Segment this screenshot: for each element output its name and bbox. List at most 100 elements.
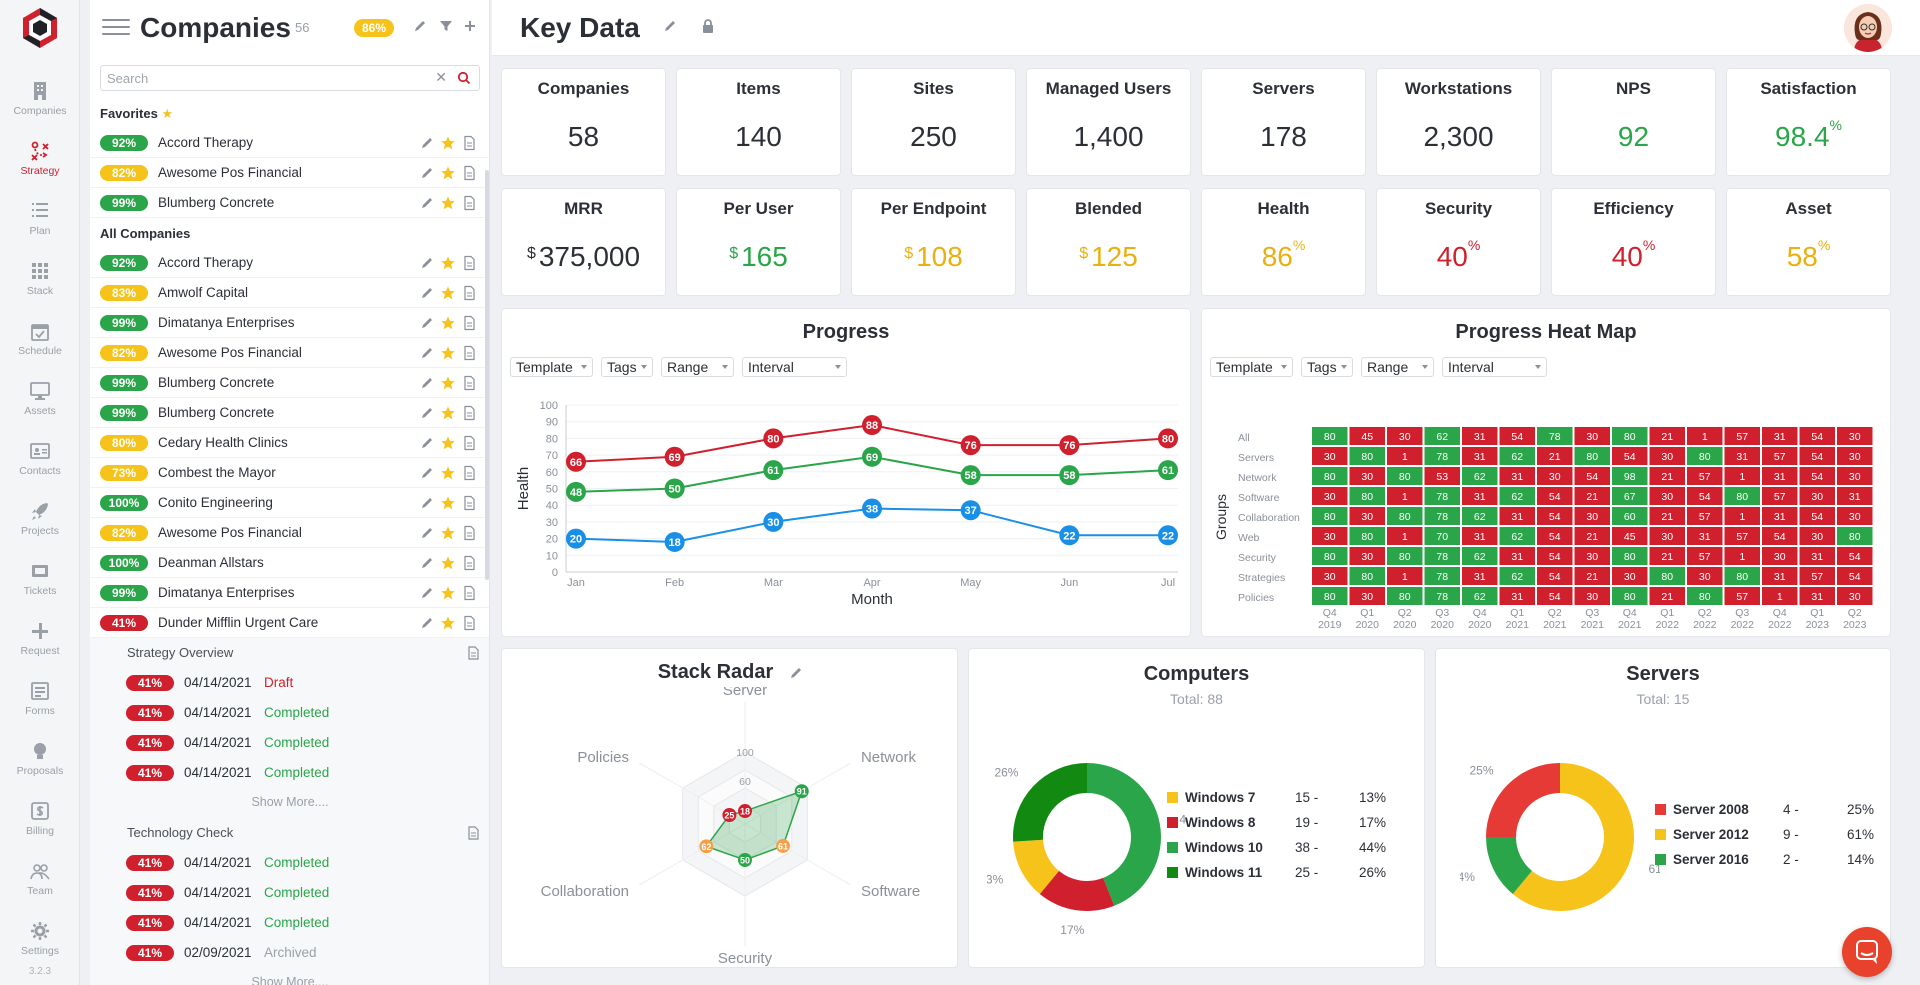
heatmap-cell[interactable]: [1574, 447, 1611, 465]
heatmap-cell[interactable]: [1537, 507, 1573, 525]
heatmap-cell[interactable]: [1462, 487, 1498, 505]
assessment-row[interactable]: 41% 04/14/2021 Completed: [90, 908, 489, 938]
heatmap-cell[interactable]: [1687, 507, 1723, 525]
heatmap-cell[interactable]: [1762, 527, 1798, 545]
company-name[interactable]: Blumberg Concrete: [158, 195, 275, 210]
assessment-status[interactable]: Completed: [264, 765, 330, 780]
assessment-status[interactable]: Completed: [264, 915, 330, 930]
document-icon[interactable]: [461, 165, 477, 181]
nav-item-stack[interactable]: Stack: [0, 260, 80, 297]
heatmap-cell[interactable]: [1799, 547, 1836, 565]
heatmap-cell[interactable]: [1387, 507, 1423, 525]
heatmap-cell[interactable]: [1424, 427, 1461, 445]
heatmap-cell[interactable]: [1799, 467, 1836, 485]
interval-dropdown[interactable]: Interval: [742, 357, 847, 377]
stat-card-per-endpoint[interactable]: Per Endpoint $108: [851, 188, 1016, 296]
heatmap-cell[interactable]: [1724, 487, 1761, 505]
heatmap-cell[interactable]: [1837, 447, 1873, 465]
heatmap-cell[interactable]: [1612, 467, 1648, 485]
company-row[interactable]: 83% Amwolf Capital: [90, 278, 489, 308]
heatmap-cell[interactable]: [1312, 427, 1348, 445]
heatmap-cell[interactable]: [1387, 467, 1423, 485]
donut-slice[interactable]: [1039, 870, 1115, 911]
nav-item-contacts[interactable]: Contacts: [0, 440, 80, 477]
heatmap-cell[interactable]: [1724, 587, 1761, 605]
nav-item-companies[interactable]: Companies: [0, 80, 80, 117]
heatmap-cell[interactable]: [1462, 427, 1498, 445]
radar-point[interactable]: [794, 784, 809, 799]
data-point[interactable]: [1158, 525, 1178, 546]
heatmap-cell[interactable]: [1387, 547, 1423, 565]
nav-item-strategy[interactable]: Strategy: [0, 140, 80, 177]
heatmap-cell[interactable]: [1537, 487, 1573, 505]
edit-icon[interactable]: [419, 135, 435, 151]
edit-icon[interactable]: [419, 195, 435, 211]
company-name[interactable]: Blumberg Concrete: [158, 375, 275, 390]
heatmap-cell[interactable]: [1574, 487, 1611, 505]
document-icon[interactable]: [461, 255, 477, 271]
data-point[interactable]: [960, 500, 981, 521]
heatmap-cell[interactable]: [1649, 587, 1686, 605]
heatmap-cell[interactable]: [1612, 527, 1648, 545]
heatmap-cell[interactable]: [1424, 487, 1461, 505]
heatmap-cell[interactable]: [1312, 467, 1348, 485]
heatmap-cell[interactable]: [1349, 467, 1386, 485]
heatmap-cell[interactable]: [1687, 447, 1723, 465]
heatmap-cell[interactable]: [1462, 467, 1498, 485]
search-input[interactable]: [101, 66, 421, 90]
heatmap-cell[interactable]: [1349, 487, 1386, 505]
heatmap-cell[interactable]: [1724, 467, 1761, 485]
heatmap-cell[interactable]: [1799, 487, 1836, 505]
edit-icon[interactable]: [419, 345, 435, 361]
document-icon[interactable]: [461, 615, 477, 631]
radar-point[interactable]: [699, 839, 714, 854]
heatmap-cell[interactable]: [1537, 547, 1573, 565]
show-more-link[interactable]: Show More....: [251, 795, 329, 809]
assessment-row[interactable]: 41% 04/14/2021 Completed: [90, 848, 489, 878]
assessment-row[interactable]: 41% 04/14/2021 Draft: [90, 668, 489, 698]
data-point[interactable]: [566, 481, 586, 502]
nav-item-settings[interactable]: Settings: [0, 920, 80, 957]
heatmap-cell[interactable]: [1499, 587, 1536, 605]
heatmap-cell[interactable]: [1612, 547, 1648, 565]
company-name[interactable]: Accord Therapy: [158, 135, 254, 150]
heatmap-cell[interactable]: [1387, 487, 1423, 505]
star-icon[interactable]: [440, 375, 456, 391]
radar-point[interactable]: [738, 804, 752, 819]
stat-card-servers[interactable]: Servers 178: [1201, 68, 1366, 176]
heatmap-cell[interactable]: [1799, 427, 1836, 445]
heatmap-cell[interactable]: [1537, 427, 1573, 445]
interval-dropdown[interactable]: Interval: [1442, 357, 1547, 377]
heatmap-cell[interactable]: [1837, 547, 1873, 565]
nav-item-team[interactable]: Team: [0, 860, 80, 897]
heatmap-cell[interactable]: [1687, 547, 1723, 565]
document-icon[interactable]: [461, 375, 477, 391]
heatmap-cell[interactable]: [1349, 587, 1386, 605]
heatmap-cell[interactable]: [1649, 487, 1686, 505]
heatmap-cell[interactable]: [1424, 527, 1461, 545]
star-icon[interactable]: [440, 135, 456, 151]
data-point[interactable]: [1059, 435, 1080, 456]
document-icon[interactable]: [461, 195, 477, 211]
edit-icon[interactable]: [412, 18, 428, 34]
heatmap-cell[interactable]: [1312, 507, 1348, 525]
star-icon[interactable]: [440, 615, 456, 631]
data-point[interactable]: [1158, 428, 1178, 449]
heatmap-cell[interactable]: [1387, 567, 1423, 585]
clear-icon[interactable]: ✕: [435, 69, 447, 85]
edit-icon[interactable]: [419, 525, 435, 541]
assessment-status[interactable]: Completed: [264, 855, 330, 870]
stat-card-asset[interactable]: Asset 58%: [1726, 188, 1891, 296]
heatmap-cell[interactable]: [1574, 467, 1611, 485]
company-row[interactable]: 92% Accord Therapy: [90, 128, 489, 158]
star-icon[interactable]: [440, 525, 456, 541]
document-icon[interactable]: [461, 585, 477, 601]
assessment-row[interactable]: 41% 04/14/2021 Completed: [90, 878, 489, 908]
stat-card-mrr[interactable]: MRR $375,000: [501, 188, 666, 296]
heatmap-cell[interactable]: [1837, 507, 1873, 525]
lock-icon[interactable]: [700, 18, 716, 35]
heatmap-cell[interactable]: [1762, 547, 1798, 565]
edit-icon[interactable]: [419, 435, 435, 451]
company-row[interactable]: 92% Accord Therapy: [90, 248, 489, 278]
company-name[interactable]: Awesome Pos Financial: [158, 525, 302, 540]
